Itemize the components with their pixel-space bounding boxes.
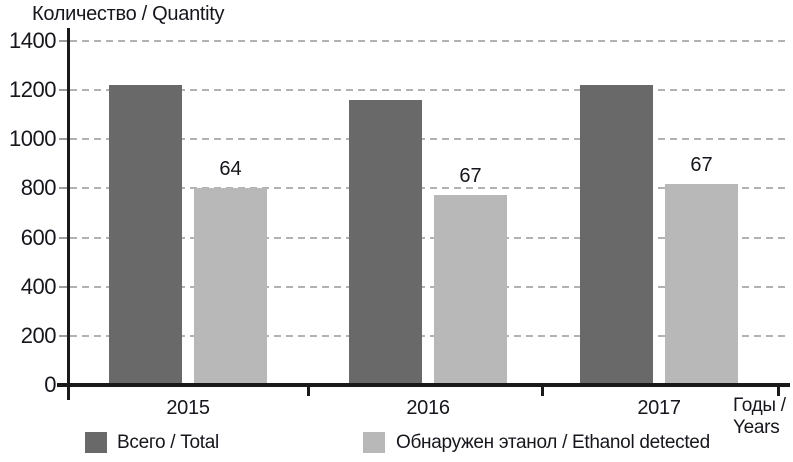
x-axis-title-line1: Годы / xyxy=(733,395,786,416)
gridline-1000 xyxy=(70,138,790,141)
y-tick-600 xyxy=(59,236,67,239)
y-tick-1200 xyxy=(59,89,67,92)
legend-label-ethanol-detected: Обнаружен этанол / Ethanol detected xyxy=(396,432,710,453)
x-category-label-2016: 2016 xyxy=(406,397,450,419)
legend-label-total: Всего / Total xyxy=(117,432,219,453)
x-tick-2 xyxy=(777,386,780,396)
x-category-label-2015: 2015 xyxy=(166,397,210,419)
bar-total-2015 xyxy=(109,85,182,385)
legend-swatch-total xyxy=(85,432,107,453)
y-tick-label-0: 0 xyxy=(44,372,56,397)
bar-ethanol-2017 xyxy=(665,183,738,385)
y-tick-label-600: 600 xyxy=(20,224,57,250)
y-tick-1000 xyxy=(59,138,67,141)
bar-label-2017: 67 xyxy=(690,153,713,176)
bar-ethanol-2016 xyxy=(434,194,507,385)
bar-total-2016 xyxy=(349,99,422,385)
x-tick-0 xyxy=(307,386,310,396)
chart-title: Количество / Quantity xyxy=(32,3,225,25)
y-tick-label-1400: 1400 xyxy=(9,28,56,53)
y-tick-800 xyxy=(59,187,67,190)
gridline-200 xyxy=(70,334,790,337)
x-axis-title: Годы / Years xyxy=(733,395,793,439)
bar-label-2016: 67 xyxy=(459,164,482,187)
y-tick-label-200: 200 xyxy=(20,322,57,348)
bar-label-2015: 64 xyxy=(219,158,242,181)
y-tick-200 xyxy=(59,334,67,337)
gridline-1400 xyxy=(70,40,790,42)
gridline-1200 xyxy=(70,89,790,92)
gridline-800 xyxy=(70,187,790,190)
x-axis-line xyxy=(57,383,790,387)
bar-total-2017 xyxy=(580,85,653,385)
x-category-label-2017: 2017 xyxy=(637,397,681,419)
bar-ethanol-2015 xyxy=(194,188,267,385)
gridline-400 xyxy=(70,285,790,288)
y-tick-400 xyxy=(59,285,67,288)
y-tick-label-1000: 1000 xyxy=(9,126,56,152)
x-tick-1 xyxy=(541,386,544,396)
y-tick-1400 xyxy=(59,40,67,42)
legend-swatch-ethanol-detected xyxy=(363,432,385,453)
y-tick-label-800: 800 xyxy=(20,175,57,201)
y-tick-label-1200: 1200 xyxy=(9,77,56,103)
y-tick-label-400: 400 xyxy=(20,273,57,299)
gridline-600 xyxy=(70,236,790,239)
y-axis-line xyxy=(67,28,70,400)
x-axis-title-line2: Years xyxy=(733,417,780,438)
